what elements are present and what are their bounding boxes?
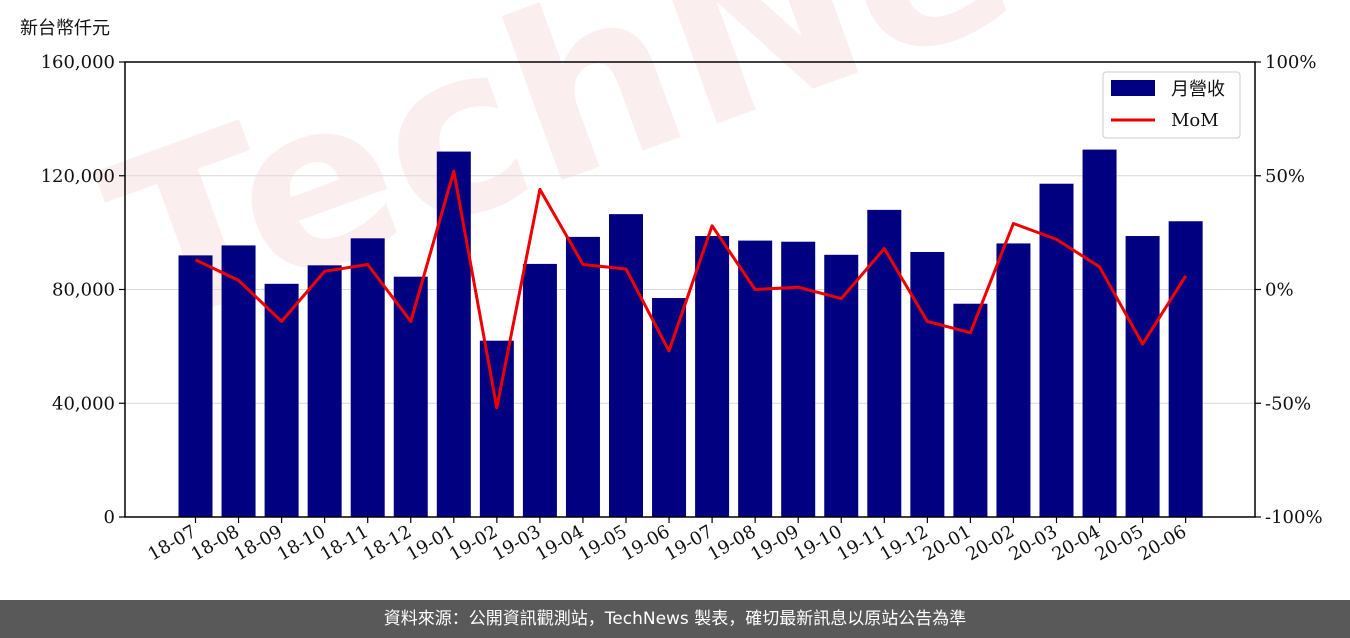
right-tick-label: -100% [1265,507,1323,528]
bar [996,243,1031,517]
chart: TechNews 040,00080,000120,000160,000-100… [41,0,1350,565]
x-tick-label: 19-11 [833,521,888,565]
x-tick-label: 18-12 [360,521,415,565]
right-tick-label: 0% [1265,280,1294,301]
bar [695,236,730,517]
x-tick-label: 19-09 [747,521,802,565]
x-tick-label: 19-07 [661,521,716,565]
x-tick-label: 20-05 [1092,521,1147,565]
bar [350,238,385,517]
bar [609,214,643,517]
x-tick-label: 18-10 [274,521,329,565]
legend: 月營收 MoM [1102,71,1241,139]
bar [1125,236,1160,517]
bar [910,251,945,517]
legend-line-label: MoM [1171,110,1219,131]
bar [781,241,816,517]
left-tick-label: 40,000 [52,393,115,414]
bar [393,276,428,517]
x-tick-label: 19-03 [489,521,544,565]
mom-line [194,169,1187,410]
unit-label: 新台幣仟元 [20,18,110,39]
bar [867,209,902,517]
x-tick-label: 20-06 [1135,521,1190,565]
right-tick-label: 50% [1265,166,1305,187]
bar [307,265,342,517]
bar [565,236,600,517]
x-tick-label: 19-04 [532,521,587,565]
bar [479,340,514,517]
right-tick-label: -50% [1265,393,1311,414]
left-tick-label: 120,000 [41,166,115,187]
mom-line-series [194,169,1187,410]
bar [738,240,773,517]
bar [221,245,256,517]
right-tick-label: 100% [1265,52,1316,73]
x-tick-label: 18-11 [317,521,372,565]
x-tick-label: 19-05 [575,521,630,565]
x-tick-label: 18-08 [188,521,243,565]
bar [178,255,213,517]
legend-bar-swatch [1111,80,1155,96]
x-tick-label: 19-08 [704,521,759,565]
x-tick-label: 19-12 [876,521,931,565]
bar [264,283,299,517]
left-tick-label: 160,000 [41,52,115,73]
x-tick-label: 19-02 [446,521,501,565]
bar [652,298,687,517]
left-tick-label: 80,000 [52,280,115,301]
left-tick-label: 0 [104,507,115,528]
bar [522,263,557,517]
bar [1168,221,1203,517]
x-tick-label: 18-09 [231,521,286,565]
x-tick-label: 20-02 [963,521,1018,565]
bar [1082,149,1117,517]
footer-source-note: 資料來源：公開資訊觀測站，TechNews 製表，確切最新訊息以原站公告為準 [0,600,1350,638]
x-tick-label: 18-07 [145,521,200,565]
bar [953,303,988,517]
x-tick-label: 20-04 [1049,521,1104,565]
x-tick-label: 20-01 [919,521,974,565]
x-tick-label: 19-10 [790,521,845,565]
bar [436,151,471,517]
legend-bar-label: 月營收 [1171,79,1225,100]
x-tick-label: 20-03 [1006,521,1061,565]
x-tick-label: 19-01 [403,521,458,565]
x-tick-label: 19-06 [618,521,673,565]
